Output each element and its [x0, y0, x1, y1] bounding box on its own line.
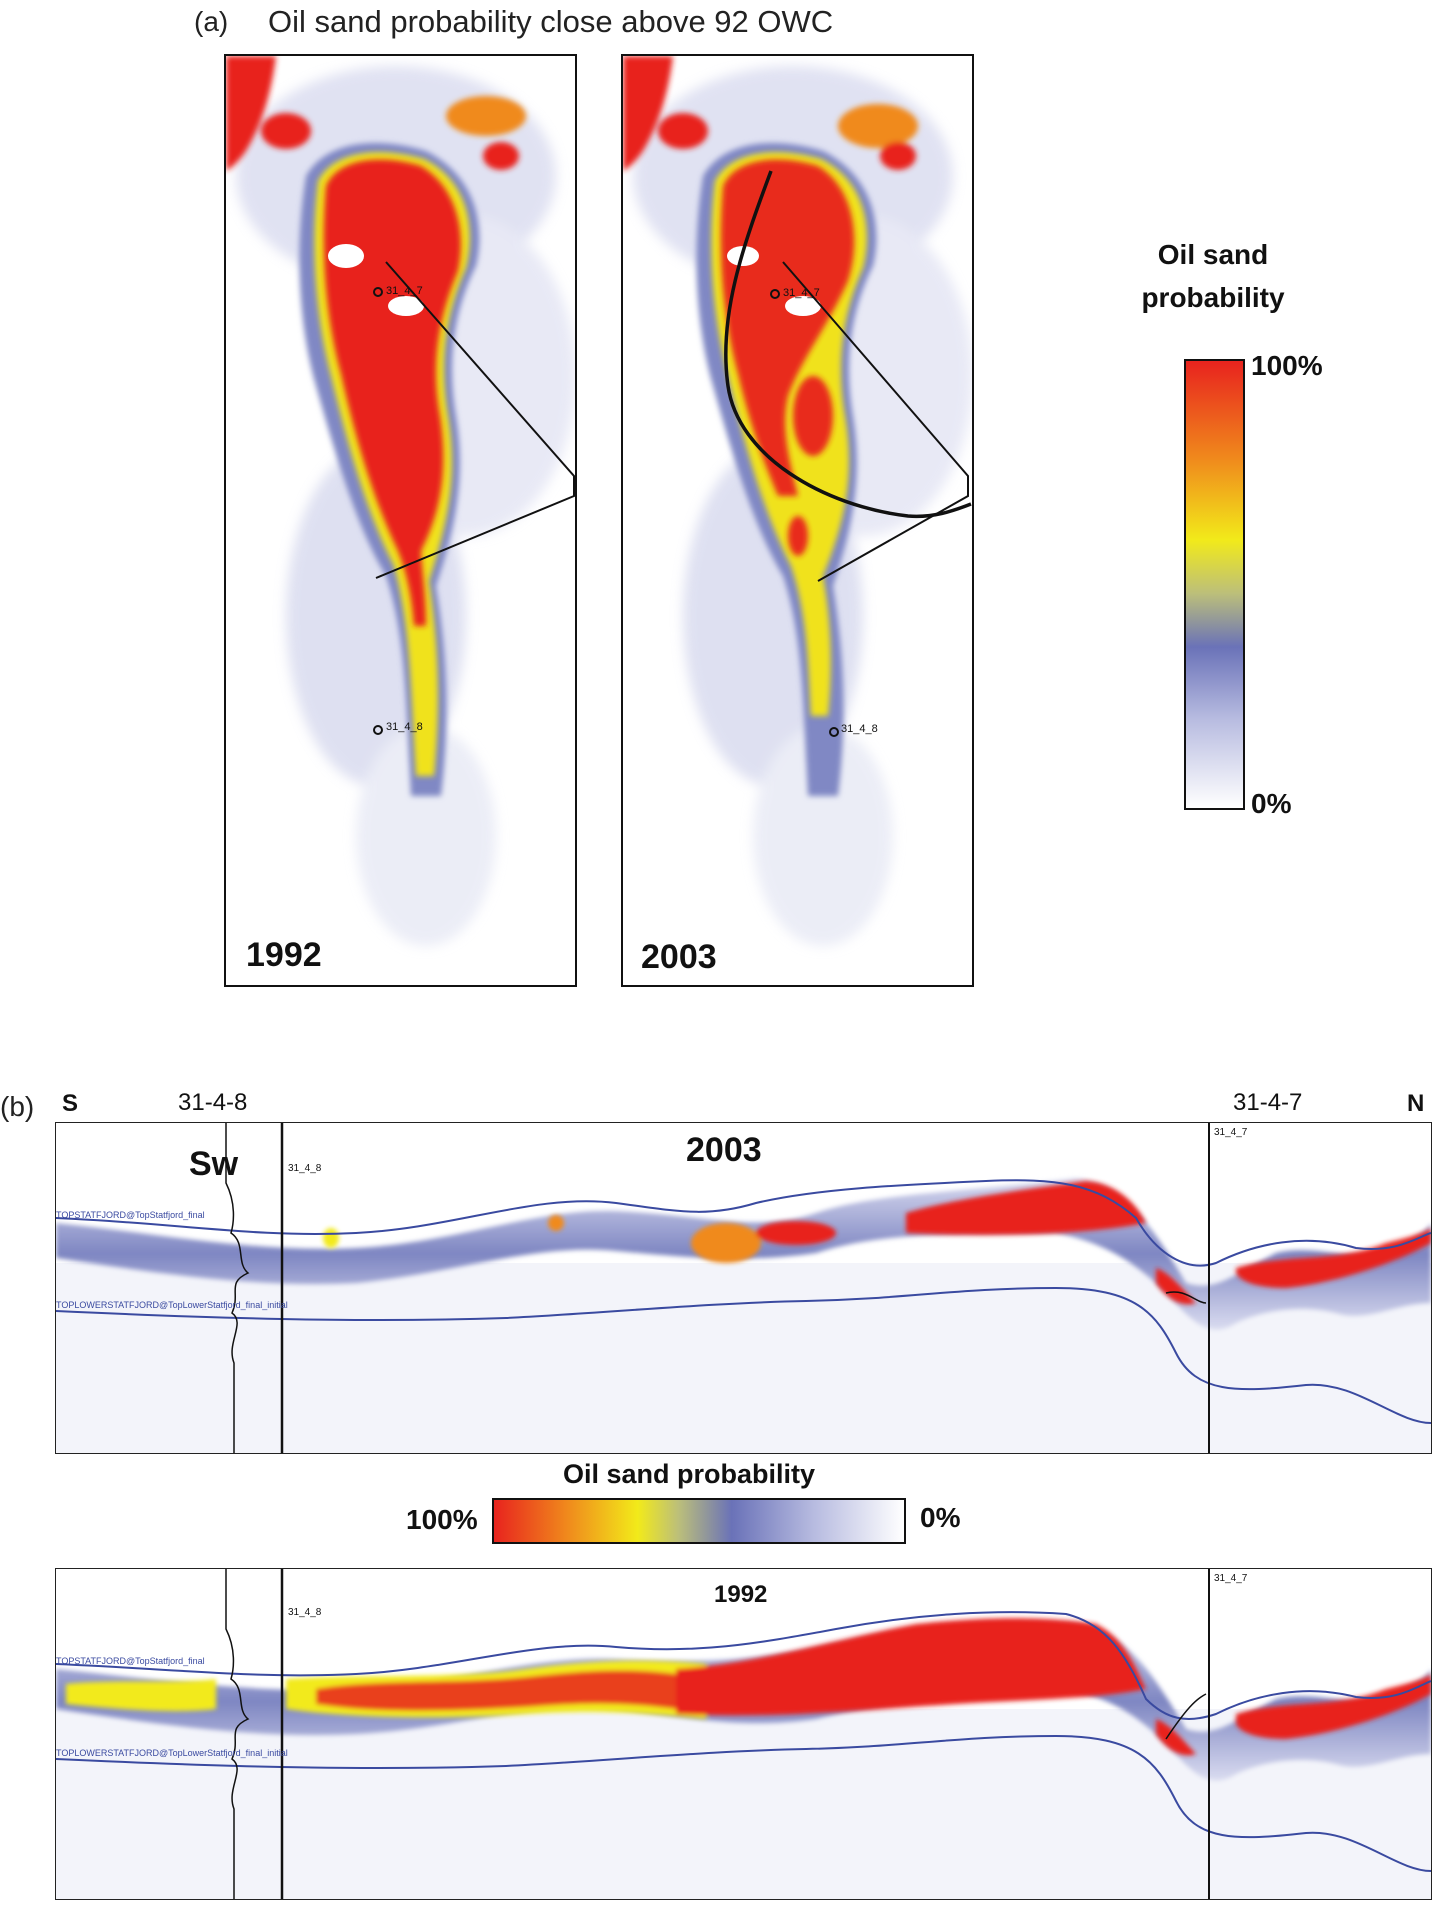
well-tag-left-1992: 31_4_8 — [288, 1607, 322, 1618]
horizon-label-top-2003: TOPSTATFJORD@TopStatfjord_final — [56, 1210, 205, 1220]
horizon-bottom-2003 — [56, 1286, 1431, 1424]
section-2003: 31_4_8 31_4_7 TOPSTATFJORD@TopStatfjord_… — [55, 1122, 1432, 1454]
legend-left-horizontal: 100% — [406, 1504, 478, 1535]
well-name-right: 31-4-7 — [1233, 1089, 1303, 1116]
horizon-label-bottom-2003: TOPLOWERSTATFJORD@TopLowerStatfjord_fina… — [56, 1300, 288, 1310]
panel-a-label: (a) — [194, 6, 229, 37]
well-marker-31-4-8-1992 — [373, 725, 383, 735]
horizon-top-1992 — [56, 1611, 1431, 1720]
well-label-31-4-8-1992: 31_4_8 — [386, 721, 423, 733]
well-name-left: 31-4-8 — [178, 1089, 248, 1116]
legend-colorbar-vertical — [1184, 359, 1245, 810]
sw-label: Sw — [189, 1145, 239, 1183]
section-1992-image: 31_4_8 31_4_7 TOPSTATFJORD@TopStatfjord_… — [56, 1569, 1431, 1899]
well-marker-31-4-7-1992 — [373, 287, 383, 297]
well-tag-left-2003: 31_4_8 — [288, 1163, 322, 1174]
section-2003-image: 31_4_8 31_4_7 TOPSTATFJORD@TopStatfjord_… — [56, 1123, 1431, 1453]
well-marker-31-4-8-2003 — [829, 727, 839, 737]
horizon-label-bottom-1992: TOPLOWERSTATFJORD@TopLowerStatfjord_fina… — [56, 1748, 288, 1758]
well-trajectory-2003 — [782, 261, 969, 582]
legend-title-line2: probability — [1141, 282, 1285, 313]
section-year-2003: 2003 — [686, 1131, 762, 1169]
horizon-bottom-1992 — [56, 1734, 1431, 1872]
well-trajectory-1992 — [375, 261, 575, 579]
sw-log-1992 — [225, 1569, 250, 1899]
map-1992: 31_4_7 31_4_8 1992 — [224, 54, 577, 987]
well-label-31-4-7-1992: 31_4_7 — [386, 285, 423, 297]
well-label-31-4-7-2003: 31_4_7 — [783, 287, 820, 299]
horizon-label-top-1992: TOPSTATFJORD@TopStatfjord_final — [56, 1656, 205, 1666]
legend-title-vertical: Oil sand probability — [1115, 233, 1311, 319]
interpreted-boundary-2003 — [724, 170, 972, 519]
map-year-1992: 1992 — [246, 936, 322, 974]
panel-a-title: Oil sand probability close above 92 OWC — [268, 4, 834, 39]
well-marker-31-4-7-2003 — [770, 289, 780, 299]
legend-max-vertical: 100% — [1251, 350, 1323, 381]
well-tag-right-2003: 31_4_7 — [1214, 1127, 1248, 1138]
legend-title-horizontal: Oil sand probability — [563, 1459, 816, 1489]
well-tag-right-1992: 31_4_7 — [1214, 1573, 1248, 1584]
section-1992: 31_4_8 31_4_7 TOPSTATFJORD@TopStatfjord_… — [55, 1568, 1432, 1900]
compass-south: S — [62, 1090, 79, 1117]
map-2003: 31_4_7 31_4_8 2003 — [621, 54, 974, 987]
legend-title-line1: Oil sand — [1157, 239, 1269, 270]
legend-min-vertical: 0% — [1251, 788, 1292, 819]
legend-right-horizontal: 0% — [920, 1502, 961, 1533]
map-2003-image: 31_4_7 31_4_8 — [623, 56, 972, 946]
map-1992-image: 31_4_7 31_4_8 — [226, 56, 575, 946]
compass-north: N — [1407, 1090, 1425, 1117]
sw-log-2003 — [225, 1123, 250, 1453]
map-year-2003: 2003 — [641, 938, 717, 976]
panel-b-label: (b) — [0, 1091, 35, 1122]
section-year-1992: 1992 — [714, 1581, 768, 1608]
horizon-top-2003 — [56, 1179, 1431, 1267]
well-label-31-4-8-2003: 31_4_8 — [841, 723, 878, 735]
legend-colorbar-horizontal — [492, 1498, 906, 1544]
